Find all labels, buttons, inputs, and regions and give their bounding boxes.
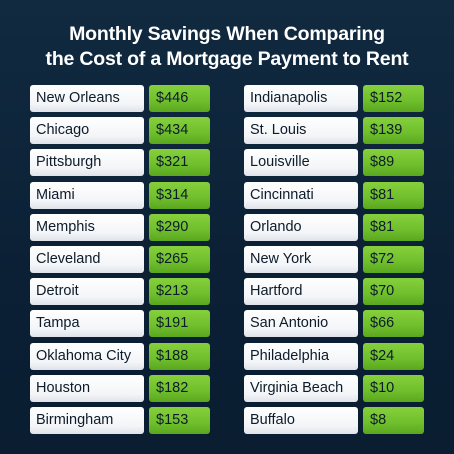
table-row: Virginia Beach $10 bbox=[244, 374, 424, 402]
savings-value: $182 bbox=[149, 374, 210, 402]
savings-value: $153 bbox=[149, 407, 210, 434]
city-label: Virginia Beach bbox=[244, 374, 358, 402]
table-row: St. Louis $139 bbox=[244, 117, 424, 145]
savings-value: $24 bbox=[363, 342, 424, 370]
savings-value: $321 bbox=[149, 149, 210, 177]
city-label: San Antonio bbox=[244, 310, 358, 338]
city-label: Houston bbox=[30, 374, 144, 402]
chart-title-line-1: Monthly Savings When Comparing bbox=[69, 23, 385, 45]
table-row: New York $72 bbox=[244, 246, 424, 273]
savings-value: $290 bbox=[149, 213, 210, 241]
savings-value: $446 bbox=[149, 85, 210, 112]
table-row: Miami $314 bbox=[30, 181, 210, 209]
city-label: Hartford bbox=[244, 278, 358, 306]
city-label: Louisville bbox=[244, 149, 358, 177]
city-label: Buffalo bbox=[244, 407, 358, 434]
city-label: Pittsburgh bbox=[30, 149, 144, 177]
table-row: Indianapolis $152 bbox=[244, 85, 424, 112]
table-row: Philadelphia $24 bbox=[244, 342, 424, 370]
table-row: Cleveland $265 bbox=[30, 246, 210, 273]
table-row: Oklahoma City $188 bbox=[30, 342, 210, 370]
table-row: Pittsburgh $321 bbox=[30, 149, 210, 177]
chart-title-line-2: the Cost of a Mortgage Payment to Rent bbox=[45, 48, 409, 70]
savings-value: $72 bbox=[363, 246, 424, 273]
city-label: New Orleans bbox=[30, 85, 144, 112]
savings-table: New Orleans $446 Chicago $434 Pittsburgh $321… bbox=[30, 85, 425, 435]
table-row: Tampa $191 bbox=[30, 310, 210, 338]
savings-value: $89 bbox=[363, 149, 424, 177]
city-label: Orlando bbox=[244, 213, 358, 241]
table-row: Louisville $89 bbox=[244, 149, 424, 177]
savings-value: $81 bbox=[363, 213, 424, 241]
table-row: Orlando $81 bbox=[244, 213, 424, 241]
chart-title: Monthly Savings When Comparing the Cost … bbox=[0, 22, 454, 72]
table-row: Detroit $213 bbox=[30, 278, 210, 306]
savings-value: $10 bbox=[363, 374, 424, 402]
city-label: Cincinnati bbox=[244, 181, 358, 209]
table-row: Buffalo $8 bbox=[244, 407, 424, 434]
savings-value: $188 bbox=[149, 342, 210, 370]
savings-value: $265 bbox=[149, 246, 210, 273]
savings-value: $70 bbox=[363, 278, 424, 306]
city-label: St. Louis bbox=[244, 117, 358, 145]
table-row: Chicago $434 bbox=[30, 117, 210, 145]
table-row: Birmingham $153 bbox=[30, 407, 210, 434]
savings-value: $213 bbox=[149, 278, 210, 306]
table-row: Houston $182 bbox=[30, 374, 210, 402]
table-row: Hartford $70 bbox=[244, 278, 424, 306]
savings-value: $434 bbox=[149, 117, 210, 145]
savings-value: $152 bbox=[363, 85, 424, 112]
city-label: Miami bbox=[30, 181, 144, 209]
city-label: Indianapolis bbox=[244, 85, 358, 112]
city-label: New York bbox=[244, 246, 358, 273]
savings-value: $191 bbox=[149, 310, 210, 338]
city-label: Cleveland bbox=[30, 246, 144, 273]
city-label: Oklahoma City bbox=[30, 342, 144, 370]
city-label: Tampa bbox=[30, 310, 144, 338]
city-label: Detroit bbox=[30, 278, 144, 306]
city-label: Chicago bbox=[30, 117, 144, 145]
table-row: San Antonio $66 bbox=[244, 310, 424, 338]
table-row: Memphis $290 bbox=[30, 213, 210, 241]
savings-value: $139 bbox=[363, 117, 424, 145]
savings-value: $314 bbox=[149, 181, 210, 209]
city-label: Birmingham bbox=[30, 407, 144, 434]
city-label: Philadelphia bbox=[244, 342, 358, 370]
savings-value: $8 bbox=[363, 407, 424, 434]
savings-value: $66 bbox=[363, 310, 424, 338]
city-label: Memphis bbox=[30, 213, 144, 241]
table-row: Cincinnati $81 bbox=[244, 181, 424, 209]
table-row: New Orleans $446 bbox=[30, 85, 210, 112]
savings-value: $81 bbox=[363, 181, 424, 209]
